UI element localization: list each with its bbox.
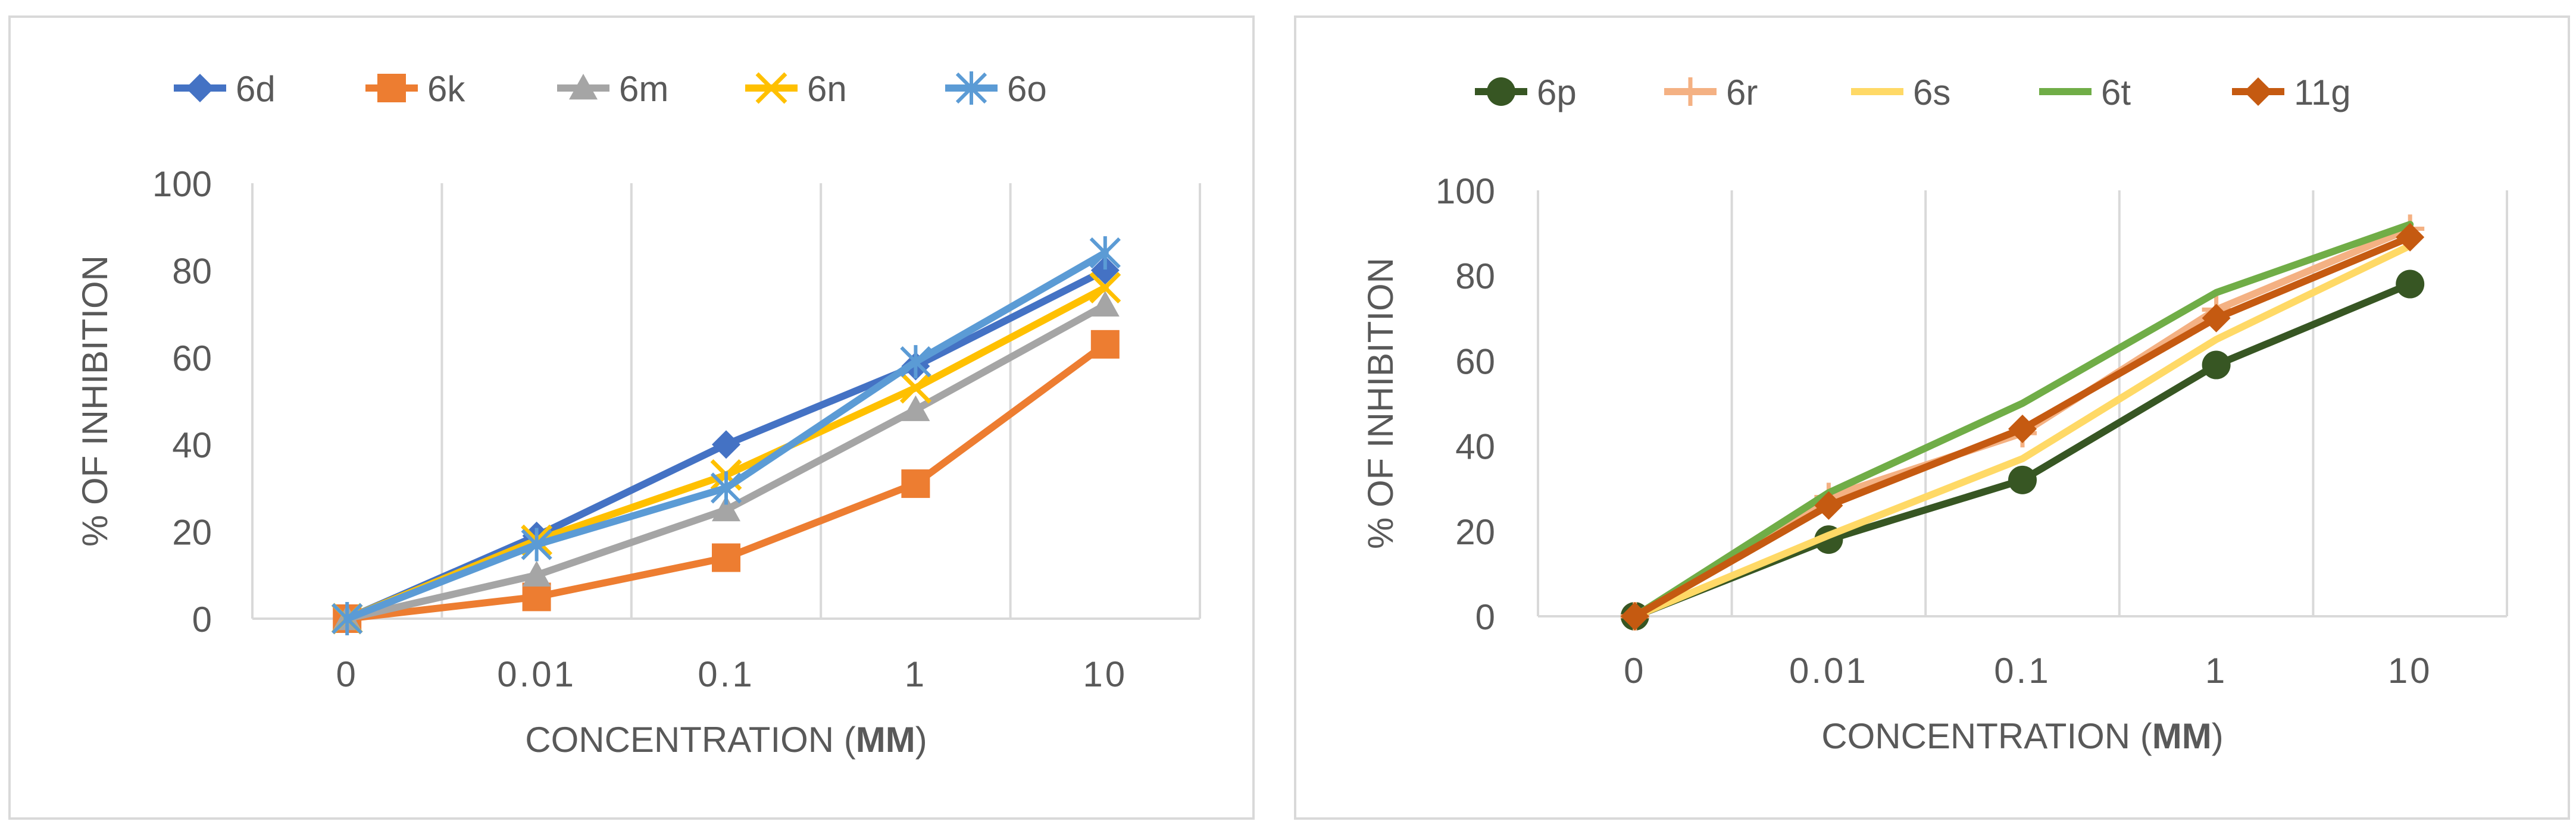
y-axis-title: % OF INHIBITION [75, 255, 115, 547]
legend-label: 6n [807, 69, 847, 109]
x-tick-label: 1 [2205, 651, 2227, 691]
legend-item-6k: 6k [365, 69, 465, 109]
legend-item-6m: 6m [557, 69, 668, 109]
legend-item-6n: 6n [745, 69, 847, 109]
x-tick-label: 0 [1624, 651, 1646, 691]
legend-marker [186, 74, 214, 102]
series-11g [1620, 222, 2425, 631]
x-tick-label: 10 [2388, 651, 2433, 691]
legend-item-6o: 6o [945, 69, 1047, 109]
data-point [1814, 491, 1843, 520]
legend-marker [755, 72, 787, 104]
y-tick-label: 100 [1436, 171, 1495, 211]
legend: 6p 6r 6s 6t 11g [1475, 73, 2351, 112]
y-tick-label: 60 [172, 338, 212, 378]
legend-marker [1676, 77, 1705, 106]
legend-label: 6r [1726, 73, 1758, 112]
legend: 6d 6k 6m 6n 6o [174, 69, 1047, 109]
series-line-6s [1631, 242, 2414, 620]
legend-item-6t: 6t [2039, 73, 2131, 112]
data-point [712, 430, 740, 459]
y-tick-label: 80 [1455, 256, 1495, 296]
y-tick-label: 0 [192, 600, 212, 639]
x-tick-label: 0.1 [698, 654, 754, 694]
y-axis-title: % OF INHIBITION [1361, 258, 1400, 549]
legend-item-6r: 6r [1664, 73, 1758, 112]
legend-marker [377, 74, 406, 102]
x-tick-label: 0 [336, 654, 358, 694]
y-tick-label: 100 [152, 164, 212, 204]
data-point [901, 395, 930, 421]
data-point [1090, 290, 1120, 317]
x-tick-label: 10 [1083, 654, 1127, 694]
legend-label: 6o [1007, 69, 1047, 109]
x-axis-title-unit: MM [856, 720, 915, 760]
legend-item-6s: 6s [1851, 73, 1950, 112]
legend-label: 11g [2294, 73, 2351, 112]
legend-label: 6s [1913, 73, 1950, 112]
x-axis-title: CONCENTRATION (MM) [1821, 716, 2223, 756]
y-tick-label: 20 [172, 513, 212, 553]
legend-label: 6t [2101, 73, 2131, 112]
data-point [712, 543, 740, 572]
x-tick-label: 1 [905, 654, 927, 694]
legend-item-6d: 6d [174, 69, 276, 109]
x-axis-title-suffix: ) [915, 720, 927, 760]
data-point [2396, 269, 2425, 299]
data-point [710, 471, 742, 505]
x-axis-title: CONCENTRATION (MM) [525, 720, 927, 760]
data-point [712, 496, 740, 522]
x-tick-label: 0.1 [1994, 651, 2050, 691]
chart-right: 0 20 40 60 80 100 0 0.01 0.1 1 10 % OF INHIBITION CO… [1361, 73, 2508, 756]
legend-label: 6k [427, 69, 465, 109]
x-tick-label: 0.01 [1789, 651, 1868, 691]
chart-panel-left: 0 20 40 60 80 100 0 0.01 0.1 1 10 % OF INHIBITION CO… [8, 15, 1255, 820]
legend-item-6p: 6p [1475, 73, 1577, 112]
series-6s [1631, 242, 2414, 620]
x-axis-title-suffix: ) [2212, 716, 2224, 756]
y-tick-label: 60 [1455, 341, 1495, 381]
data-point [1089, 272, 1121, 304]
data-point [1090, 330, 1120, 359]
series-6o [332, 236, 1121, 635]
data-point [900, 345, 931, 379]
legend-marker [2244, 77, 2272, 106]
chart-left: 0 20 40 60 80 100 0 0.01 0.1 1 10 % OF INHIBITION CO… [75, 69, 1201, 760]
legend-marker [1487, 77, 1515, 106]
y-tick-label: 80 [172, 251, 212, 291]
data-point [522, 560, 551, 587]
x-axis-title-prefix: CONCENTRATION ( [1821, 716, 2152, 756]
y-tick-label: 40 [172, 425, 212, 465]
data-point [2396, 222, 2425, 252]
data-point [901, 469, 930, 498]
legend-label: 6d [236, 69, 276, 109]
y-tick-label: 20 [1455, 512, 1495, 552]
data-point [2008, 465, 2037, 494]
data-point [1620, 602, 1649, 631]
x-axis-title-prefix: CONCENTRATION ( [525, 720, 856, 760]
data-point [522, 582, 551, 612]
data-point [1089, 236, 1121, 270]
chart-panel-right: 0 20 40 60 80 100 0 0.01 0.1 1 10 % OF INHIBITION CO… [1294, 15, 2570, 820]
legend-label: 6m [619, 69, 668, 109]
legend-item-11g: 11g [2232, 73, 2351, 112]
data-point [899, 372, 931, 404]
series-line-6t [1631, 221, 2414, 620]
data-point [2202, 303, 2231, 333]
data-point [521, 528, 552, 562]
series-6t [1631, 221, 2414, 620]
data-point [2202, 350, 2231, 380]
y-tick-label: 40 [1455, 427, 1495, 467]
legend-label: 6p [1537, 73, 1577, 112]
legend-marker [955, 71, 987, 105]
series-6p [1620, 269, 2425, 631]
x-axis-title-unit: MM [2152, 716, 2212, 756]
legend-marker [569, 74, 598, 100]
x-tick-label: 0.01 [497, 654, 576, 694]
data-point [332, 602, 363, 635]
data-point [2008, 414, 2037, 443]
y-tick-label: 0 [1475, 597, 1495, 637]
data-point [1090, 256, 1120, 285]
